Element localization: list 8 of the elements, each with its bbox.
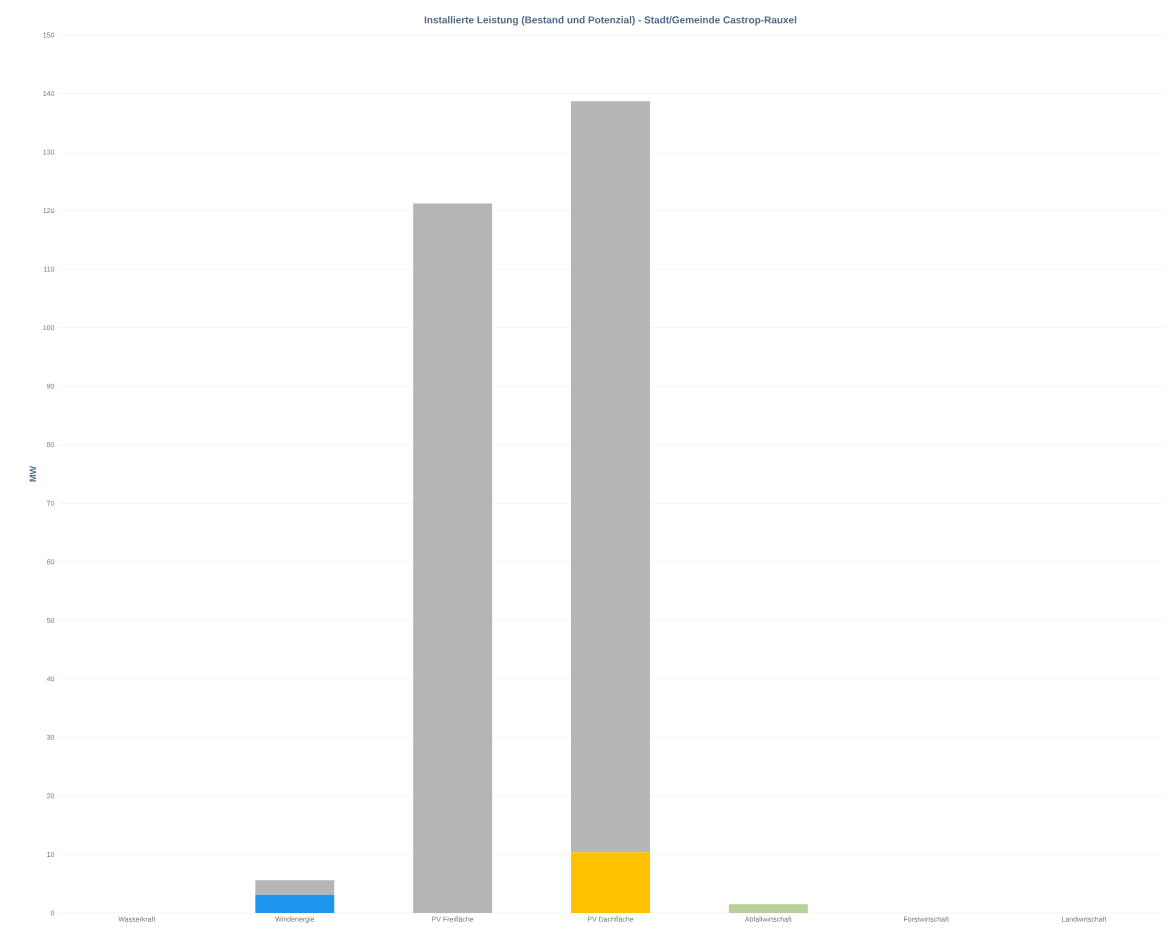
chart-title: Installierte Leistung (Bestand und Potenzial) - Stadt/Gemeinde Castrop-Rauxel [424,16,797,26]
bar [571,852,650,913]
bar [728,904,808,913]
y-axis-title: MW [29,466,36,482]
bar [255,880,335,895]
bar [255,894,335,913]
bar [413,203,493,913]
bar [571,101,650,853]
